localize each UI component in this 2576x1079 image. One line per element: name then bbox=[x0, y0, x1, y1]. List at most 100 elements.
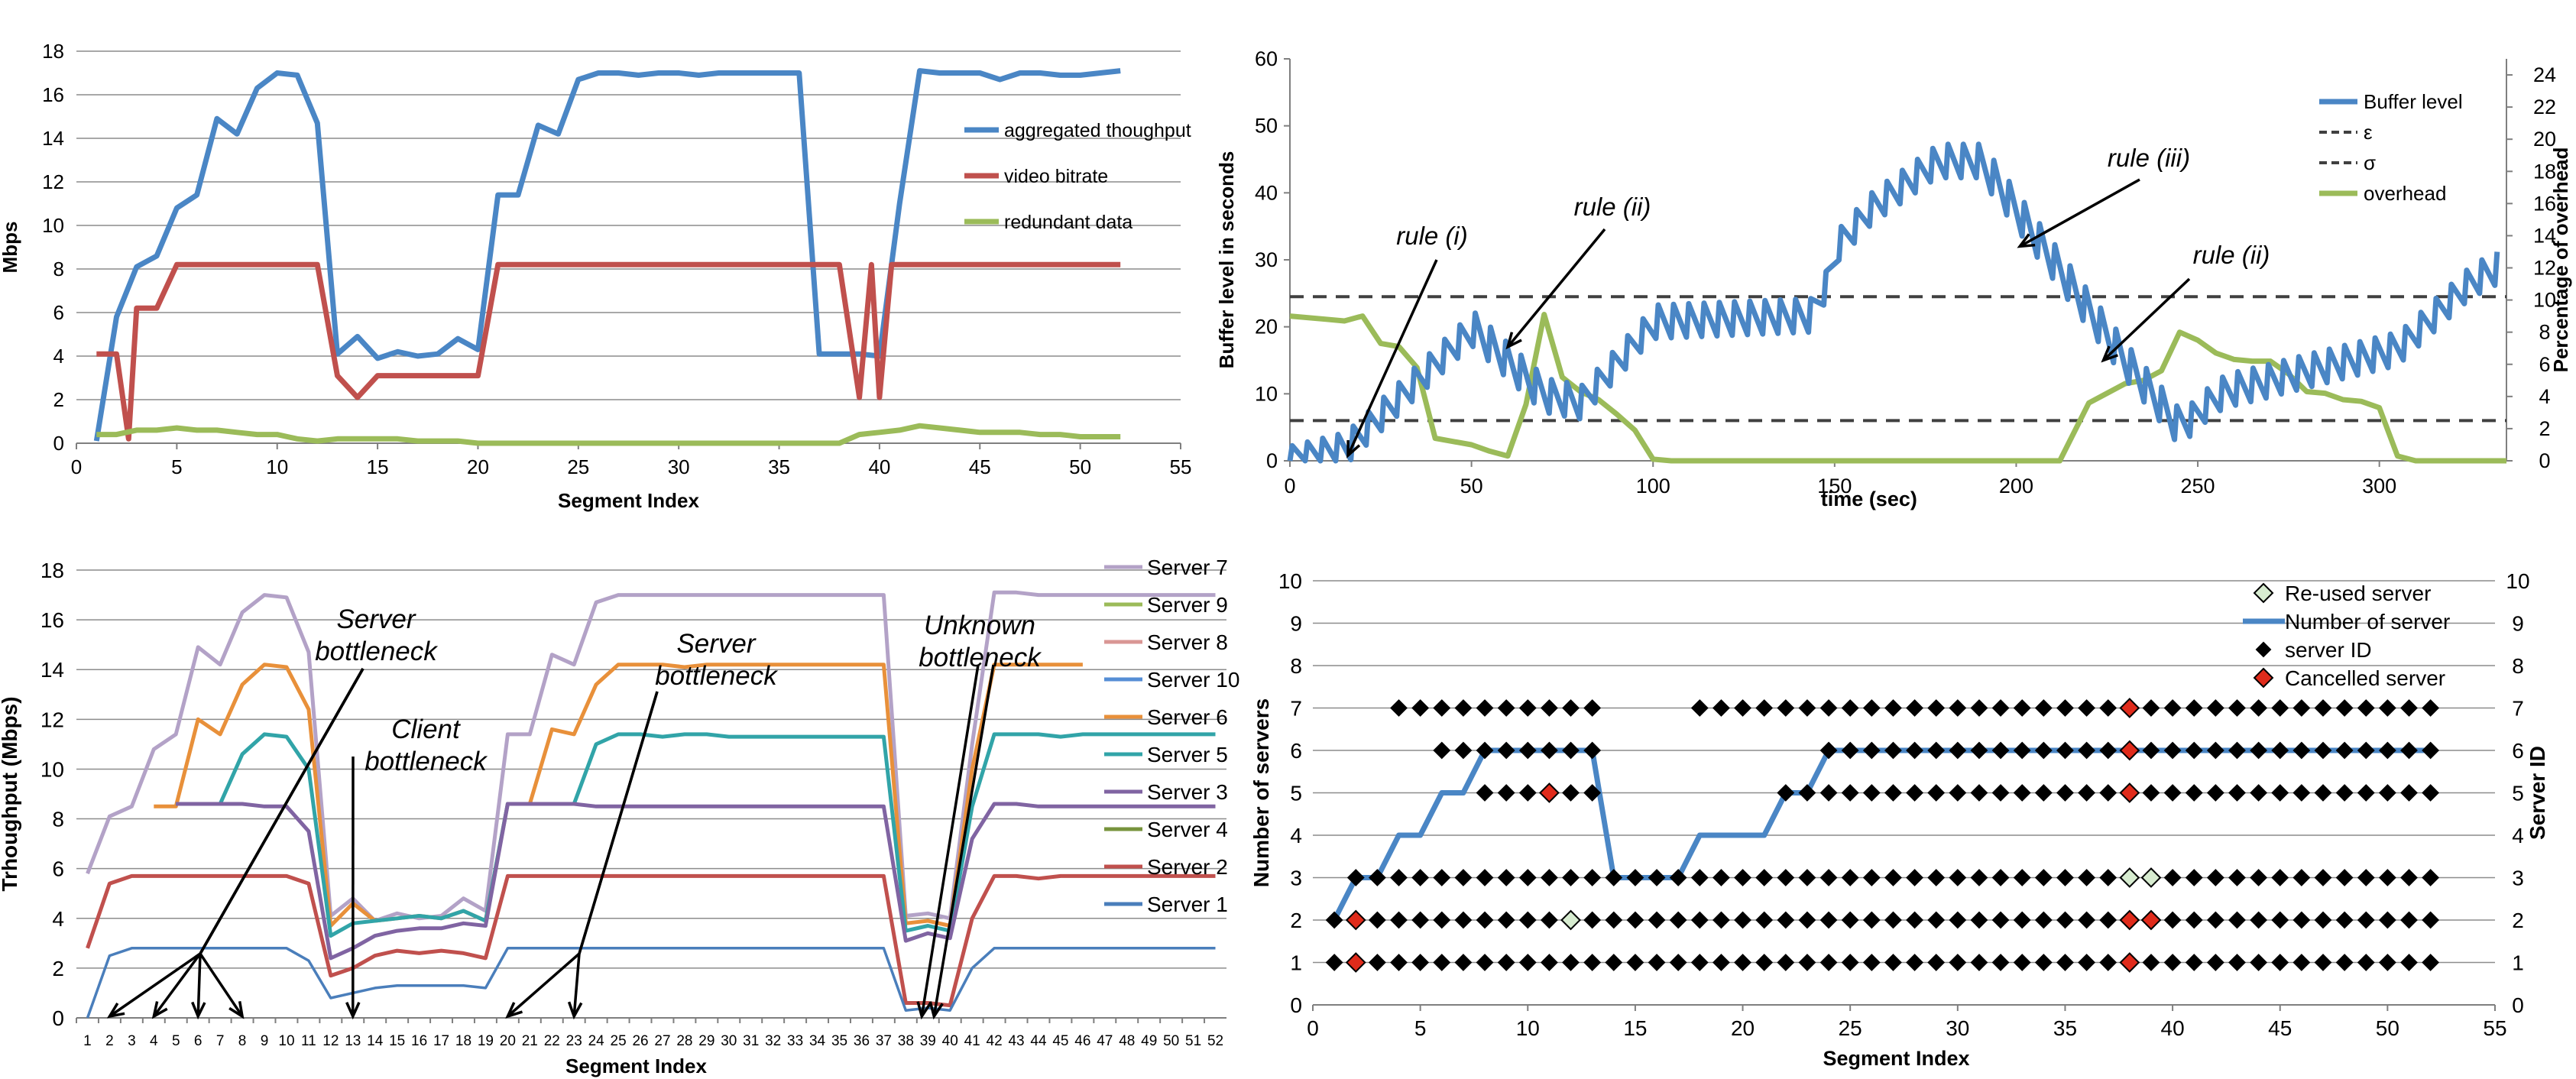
x-tick-label: 10 bbox=[266, 455, 288, 478]
server-id-marker bbox=[1433, 869, 1451, 886]
cancelled-server-marker bbox=[2119, 783, 2140, 803]
arrow-head bbox=[928, 1001, 944, 1020]
x-tick-label: 10 bbox=[1516, 1016, 1540, 1040]
y2-tick-label: 10 bbox=[2506, 569, 2529, 593]
number-of-server-line bbox=[1331, 747, 2431, 922]
server-id-marker bbox=[2163, 954, 2182, 971]
server-id-marker bbox=[1734, 869, 1751, 886]
arrow-head bbox=[1346, 439, 1361, 458]
server-id-marker bbox=[2422, 869, 2440, 886]
server-id-marker bbox=[1454, 911, 1473, 929]
annotation-line: bottleneck bbox=[655, 661, 778, 691]
server-id-marker bbox=[2250, 741, 2268, 760]
x-tick-label: 46 bbox=[1074, 1033, 1090, 1049]
server-id-marker bbox=[2292, 869, 2311, 886]
server-id-marker bbox=[1884, 699, 1902, 717]
server-id-marker bbox=[1862, 911, 1881, 929]
server-id-marker bbox=[1454, 954, 1473, 971]
server-id-marker bbox=[1368, 869, 1386, 886]
server-id-marker bbox=[1819, 784, 1838, 802]
server-id-marker bbox=[1562, 784, 1580, 802]
x-tick-label: 20 bbox=[467, 455, 489, 478]
server-id-marker bbox=[2335, 869, 2354, 886]
server-id-marker bbox=[2250, 784, 2268, 802]
server-id-marker bbox=[2034, 699, 2053, 717]
y-tick-label: 8 bbox=[1290, 654, 1302, 678]
server-id-marker bbox=[1906, 699, 1923, 717]
arrow-head bbox=[505, 1002, 523, 1019]
y2-tick-label: 20 bbox=[2533, 128, 2556, 151]
y-tick-label: 18 bbox=[41, 559, 64, 582]
server-id-marker bbox=[1497, 911, 1515, 929]
server-id-marker bbox=[2034, 869, 2053, 886]
server-id-marker bbox=[2378, 954, 2396, 971]
server-id-marker bbox=[2292, 911, 2311, 929]
annotation-line: bottleneck bbox=[919, 643, 1042, 672]
chart-4: 0 01 12 23 34 45 56 67 78 89 910 100 5 10 15 20 25 30 35 40… bbox=[1249, 569, 2549, 1070]
cancelled-server-marker bbox=[1345, 909, 1366, 931]
x-tick-label: 0 bbox=[1307, 1016, 1319, 1040]
server-id-marker bbox=[1476, 869, 1494, 886]
annotation-arrow bbox=[345, 756, 361, 1020]
x-tick-label: 23 bbox=[566, 1033, 582, 1049]
server-id-marker bbox=[2034, 911, 2053, 929]
y-tick-label: 14 bbox=[41, 658, 64, 682]
y-tick-label: 10 bbox=[41, 757, 64, 781]
x-tick-label: 150 bbox=[1817, 475, 1852, 497]
legend-label: ε bbox=[2364, 121, 2373, 144]
server-id-marker bbox=[1927, 699, 1946, 717]
arrow-head bbox=[228, 1000, 245, 1019]
server-id-marker bbox=[1755, 699, 1774, 717]
server-id-marker bbox=[1927, 954, 1946, 971]
annotation-label: rule (i) bbox=[1396, 222, 1468, 250]
annotation-arrow bbox=[505, 952, 581, 1019]
x-tick-label: 37 bbox=[876, 1033, 892, 1049]
y2-tick-label: 9 bbox=[2512, 612, 2524, 636]
x-tick-label: 30 bbox=[668, 455, 690, 478]
annotation-label: rule (ii) bbox=[1574, 193, 1651, 221]
server-id-marker bbox=[1970, 699, 1988, 717]
server-id-marker bbox=[1433, 699, 1451, 717]
y2-tick-label: 6 bbox=[2539, 353, 2550, 376]
y2-tick-label: 0 bbox=[2539, 449, 2550, 472]
x-tick-label: 31 bbox=[743, 1033, 759, 1049]
legend-label: Re-used server bbox=[2285, 582, 2431, 605]
server-id-marker bbox=[1927, 784, 1946, 802]
x-tick-label: 35 bbox=[768, 455, 790, 478]
server-id-marker bbox=[1476, 911, 1494, 929]
annotation-line: bottleneck bbox=[315, 637, 438, 666]
y-tick-label: 14 bbox=[42, 127, 64, 150]
y-tick-label: 60 bbox=[1255, 47, 1278, 70]
y-tick-label: 6 bbox=[52, 857, 64, 881]
annotation-line: Client bbox=[391, 714, 461, 744]
overhead-line bbox=[1289, 312, 2506, 464]
server-id-marker bbox=[1970, 954, 1988, 971]
server-id-marker bbox=[1991, 699, 2010, 717]
server-id-marker bbox=[1562, 741, 1580, 760]
y-tick-label: 10 bbox=[1278, 569, 1302, 593]
server-id-marker bbox=[1390, 954, 1408, 971]
server-id-marker bbox=[1540, 699, 1558, 717]
server-id-marker bbox=[2206, 784, 2224, 802]
server-id-marker bbox=[1454, 741, 1473, 760]
server-id-marker bbox=[1497, 741, 1515, 760]
server-id-marker bbox=[2335, 911, 2354, 929]
legend-label: Server 2 bbox=[1147, 855, 1228, 879]
x-tick-label: 25 bbox=[611, 1033, 627, 1049]
server-id-marker bbox=[2271, 741, 2289, 760]
y2-tick-label: 2 bbox=[2539, 417, 2550, 440]
server-id-marker bbox=[2271, 784, 2289, 802]
y-tick-label: 6 bbox=[53, 301, 64, 324]
server-id-marker bbox=[2013, 784, 2031, 802]
x-tick-label: 50 bbox=[2376, 1016, 2399, 1040]
x-tick-label: 55 bbox=[2483, 1016, 2506, 1040]
server-id-marker bbox=[1390, 699, 1408, 717]
arrow-line bbox=[109, 952, 201, 1018]
x-tick-label: 40 bbox=[942, 1033, 958, 1049]
server-id-marker bbox=[2078, 911, 2095, 929]
server-id-marker bbox=[1562, 954, 1580, 971]
arrow-line bbox=[2102, 277, 2191, 361]
x-tick-label: 35 bbox=[831, 1033, 847, 1049]
server-id-marker bbox=[2378, 869, 2396, 886]
x-tick-label: 0 bbox=[71, 455, 82, 478]
